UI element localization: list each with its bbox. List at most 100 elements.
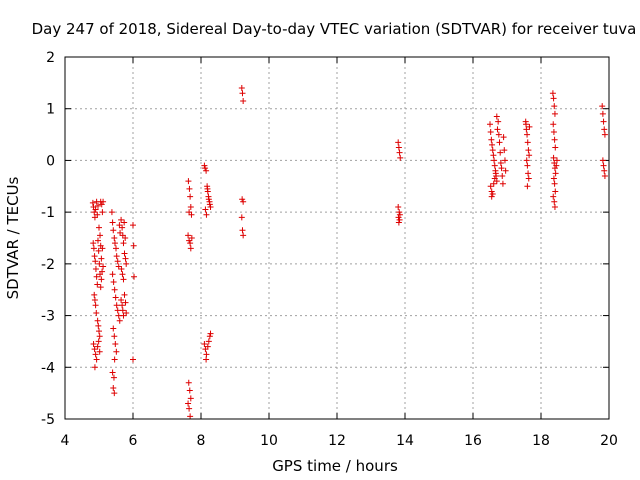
data-point (92, 351, 99, 358)
data-point (91, 253, 98, 260)
data-point (130, 242, 137, 249)
data-point (396, 149, 403, 156)
data-point (112, 294, 119, 301)
data-point (601, 167, 608, 174)
data-point (203, 167, 210, 174)
data-point (122, 299, 129, 306)
data-point (551, 198, 558, 205)
data-point (97, 284, 104, 291)
data-point (203, 211, 210, 218)
data-point (240, 232, 247, 239)
data-point (552, 188, 559, 195)
data-point (119, 307, 126, 314)
data-point (204, 343, 211, 350)
data-point (92, 258, 99, 265)
data-point (239, 227, 246, 234)
data-point (487, 128, 494, 135)
data-point (397, 154, 404, 161)
data-point (186, 387, 193, 394)
data-point (117, 229, 124, 236)
data-point (95, 338, 102, 345)
data-point (524, 139, 531, 146)
data-point (395, 144, 402, 151)
grid-layer (65, 57, 609, 419)
data-point (599, 157, 606, 164)
data-point (90, 341, 97, 348)
data-point (525, 147, 532, 154)
data-point (186, 209, 193, 216)
x-tick-label: 4 (61, 433, 70, 449)
data-point (186, 237, 193, 244)
data-point (94, 343, 101, 350)
data-point (89, 199, 96, 206)
data-point (550, 95, 557, 102)
data-point (495, 118, 502, 125)
data-point (113, 253, 120, 260)
data-point (501, 157, 508, 164)
data-point (111, 235, 118, 241)
data-point (497, 149, 504, 156)
data-point (130, 356, 136, 363)
data-point (600, 162, 607, 169)
data-point (110, 325, 117, 332)
data-point (204, 185, 211, 192)
y-tick-label: -1 (41, 205, 55, 221)
data-point (185, 232, 192, 239)
data-point (488, 136, 495, 143)
data-point (94, 281, 101, 288)
data-point (238, 214, 245, 221)
x-axis-label: GPS time / hours (272, 457, 398, 475)
data-point (119, 224, 126, 231)
data-point (113, 245, 119, 252)
data-point (121, 291, 128, 298)
data-point (121, 250, 128, 257)
data-point (118, 216, 125, 223)
data-point (207, 330, 214, 337)
data-point (119, 302, 126, 309)
data-point (95, 322, 102, 329)
data-point (109, 271, 116, 278)
data-point (495, 131, 502, 138)
y-tick-label: -5 (41, 412, 55, 428)
point-layer (89, 85, 608, 420)
data-point (497, 160, 504, 167)
data-point (111, 390, 118, 397)
y-tick-label: -4 (41, 360, 55, 376)
data-point (120, 276, 127, 283)
x-tick-label: 18 (532, 433, 550, 449)
data-point (185, 178, 192, 185)
data-point (96, 333, 103, 340)
data-point (205, 338, 212, 345)
data-point (493, 113, 500, 120)
data-point (502, 167, 509, 174)
data-point (91, 291, 98, 298)
data-point (187, 245, 194, 252)
data-point (239, 90, 246, 97)
data-point (113, 302, 120, 309)
data-point (110, 374, 117, 381)
data-point (186, 405, 193, 412)
data-point (601, 131, 608, 138)
x-tick-label: 14 (396, 433, 414, 449)
data-point (551, 203, 558, 210)
data-point (499, 180, 506, 187)
data-point (187, 203, 194, 210)
data-point (114, 307, 121, 314)
data-point (187, 240, 194, 247)
data-point (91, 346, 98, 353)
data-point (113, 348, 120, 355)
data-point (524, 131, 531, 138)
data-point (203, 356, 210, 363)
data-point (97, 232, 104, 239)
data-point (91, 364, 98, 371)
data-point (96, 328, 102, 335)
data-point (95, 247, 102, 254)
data-point (240, 97, 247, 104)
data-point (395, 214, 402, 221)
data-point (118, 266, 125, 273)
data-point (489, 141, 496, 148)
data-point (499, 172, 506, 179)
data-point (551, 110, 558, 117)
y-tick-label: 1 (46, 102, 55, 118)
